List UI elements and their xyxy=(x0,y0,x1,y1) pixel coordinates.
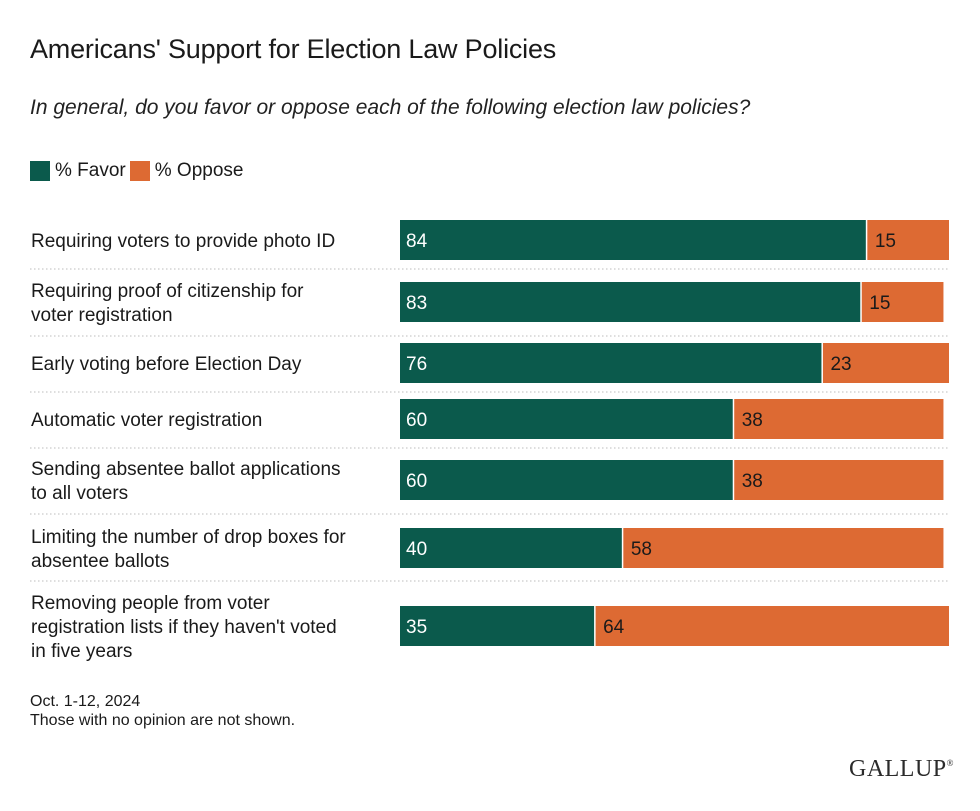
legend-swatch-oppose xyxy=(129,161,150,181)
value-label-favor: 60 xyxy=(406,471,427,492)
value-label-favor: 83 xyxy=(406,293,427,314)
bar-oppose xyxy=(734,460,944,500)
value-label-oppose: 64 xyxy=(603,617,625,638)
category-label: Sending absentee ballot applications to a… xyxy=(31,459,341,504)
category-label-line: Requiring proof of citizenship for xyxy=(31,281,304,302)
bar-favor xyxy=(400,606,595,646)
category-label: Limiting the number of drop boxes for abs… xyxy=(31,527,346,572)
footnote: Those with no opinion are not shown. xyxy=(30,712,296,729)
value-label-oppose: 38 xyxy=(742,471,763,492)
bar-oppose xyxy=(861,282,944,322)
category-label-line: voter registration xyxy=(31,305,173,326)
legend: % Favor % Oppose xyxy=(30,160,247,182)
bar-oppose xyxy=(867,220,949,260)
bar-favor xyxy=(400,282,861,322)
legend-item-oppose: % Oppose xyxy=(129,160,244,182)
bar-chart: Requiring voters to provide photo ID 84 15… xyxy=(30,220,949,662)
category-label-line: absentee ballots xyxy=(31,551,169,572)
gallup-logo: GALLUP® xyxy=(849,756,954,783)
category-label-line: Requiring voters to provide photo ID xyxy=(31,231,335,252)
legend-label-oppose: % Oppose xyxy=(154,160,244,181)
registered-mark: ® xyxy=(946,758,954,768)
bar-favor xyxy=(400,528,622,568)
bar-oppose xyxy=(734,399,944,439)
category-label-line: Automatic voter registration xyxy=(31,410,262,431)
bar-favor xyxy=(400,220,866,260)
survey-date: Oct. 1-12, 2024 xyxy=(30,693,141,710)
legend-item-favor: % Favor xyxy=(30,160,126,182)
chart-subtitle: In general, do you favor or oppose each … xyxy=(30,96,751,119)
category-label: Requiring voters to provide photo ID xyxy=(31,231,335,252)
value-label-favor: 76 xyxy=(406,354,427,375)
value-label-favor: 35 xyxy=(406,617,427,638)
bar-favor xyxy=(400,460,733,500)
value-label-oppose: 58 xyxy=(631,539,652,560)
value-label-oppose: 15 xyxy=(869,293,890,314)
value-label-oppose: 15 xyxy=(875,231,896,252)
category-label-line: Limiting the number of drop boxes for xyxy=(31,527,346,548)
bar-favor xyxy=(400,343,822,383)
category-label: Removing people from voter registration l… xyxy=(31,593,337,662)
bar-favor xyxy=(400,399,733,439)
chart-title: Americans' Support for Election Law Poli… xyxy=(30,34,557,64)
value-label-oppose: 23 xyxy=(830,354,851,375)
value-label-favor: 60 xyxy=(406,410,427,431)
logo-text: GALLUP xyxy=(848,756,947,782)
bar-oppose xyxy=(623,528,944,568)
bar-oppose xyxy=(822,343,949,383)
value-label-favor: 84 xyxy=(406,231,428,252)
legend-swatch-favor xyxy=(30,161,50,181)
category-label-line: registration lists if they haven't voted xyxy=(31,617,337,638)
bar-oppose xyxy=(595,606,949,646)
category-label: Requiring proof of citizenship for voter … xyxy=(31,281,304,326)
chart-note: Oct. 1-12, 2024 Those with no opinion ar… xyxy=(30,692,295,730)
category-label: Automatic voter registration xyxy=(31,410,262,431)
value-label-favor: 40 xyxy=(406,539,427,560)
legend-label-favor: % Favor xyxy=(55,160,126,181)
category-label-line: Sending absentee ballot applications xyxy=(31,459,341,480)
value-label-oppose: 38 xyxy=(742,410,763,431)
category-label-line: to all voters xyxy=(31,483,128,504)
category-label: Early voting before Election Day xyxy=(31,354,302,375)
category-label-line: Removing people from voter xyxy=(31,593,270,614)
category-label-line: Early voting before Election Day xyxy=(31,354,302,375)
category-label-line: in five years xyxy=(31,641,132,662)
